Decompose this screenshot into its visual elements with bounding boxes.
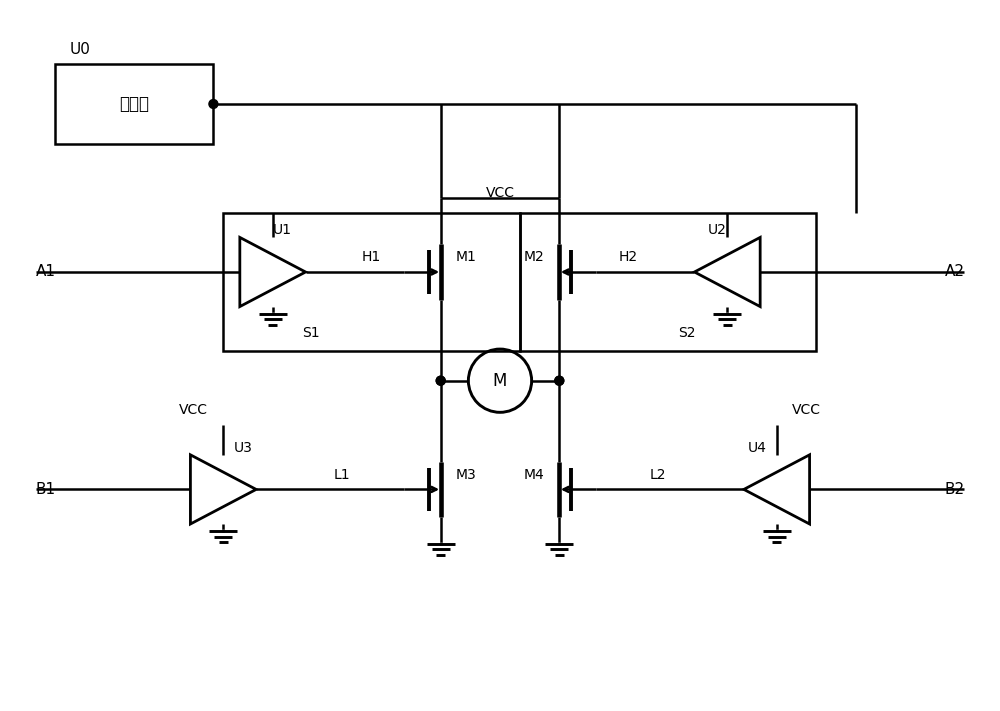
- Text: H1: H1: [362, 250, 381, 264]
- Text: M1: M1: [456, 250, 476, 264]
- Text: L2: L2: [650, 468, 666, 481]
- Text: VCC: VCC: [179, 403, 208, 417]
- Text: A2: A2: [944, 264, 964, 279]
- Text: S1: S1: [302, 326, 320, 341]
- Circle shape: [436, 376, 445, 385]
- Text: M: M: [493, 372, 507, 390]
- Text: M4: M4: [524, 468, 544, 481]
- Text: B2: B2: [944, 482, 964, 497]
- Text: U3: U3: [234, 441, 252, 455]
- Bar: [520, 213, 816, 351]
- Text: M3: M3: [456, 468, 476, 481]
- Text: VCC: VCC: [792, 403, 821, 417]
- Bar: [55, 65, 213, 144]
- Text: U4: U4: [748, 441, 766, 455]
- Circle shape: [555, 376, 564, 385]
- Text: L1: L1: [334, 468, 350, 481]
- Text: 电荷泵: 电荷泵: [119, 95, 149, 113]
- Text: B1: B1: [36, 482, 56, 497]
- Circle shape: [555, 376, 564, 385]
- Text: H2: H2: [619, 250, 638, 264]
- Text: M2: M2: [524, 250, 544, 264]
- Circle shape: [436, 376, 445, 385]
- Text: A1: A1: [36, 264, 56, 279]
- Bar: [223, 213, 520, 351]
- Text: S2: S2: [678, 326, 695, 341]
- Text: U1: U1: [273, 223, 292, 237]
- Text: VCC: VCC: [485, 186, 514, 200]
- Circle shape: [209, 100, 218, 109]
- Text: U0: U0: [70, 42, 91, 57]
- Text: U2: U2: [708, 223, 727, 237]
